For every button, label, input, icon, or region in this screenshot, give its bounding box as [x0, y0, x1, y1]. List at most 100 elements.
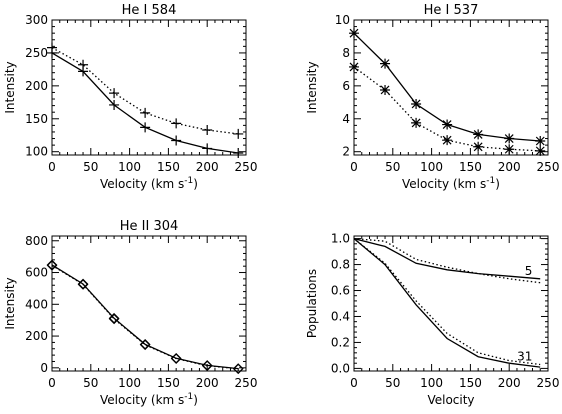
data-point-plus: [109, 99, 120, 110]
x-tick-label: 50: [385, 160, 400, 174]
data-point-plus: [47, 42, 57, 53]
x-tick-label: 0: [350, 376, 358, 390]
y-axis-label: Intensity: [305, 61, 319, 113]
x-tick-label: 50: [83, 376, 98, 390]
data-point-asterisk: [473, 141, 484, 152]
data-point-asterisk: [535, 136, 546, 147]
y-tick-label: 300: [25, 13, 48, 27]
y-tick-label: 8: [342, 46, 350, 60]
data-point-diamond: [201, 360, 213, 372]
y-tick-label: 100: [25, 145, 48, 159]
x-tick-label: 250: [537, 376, 560, 390]
x-tick-label: 250: [235, 376, 258, 390]
data-point-asterisk: [411, 98, 422, 109]
series-line-dotted: [353, 238, 541, 366]
x-tick-label: 200: [196, 376, 219, 390]
x-axis-label-exponent: -1: [486, 176, 495, 186]
chart-title: He II 304: [120, 219, 179, 234]
y-tick-label: 0.2: [331, 335, 350, 349]
data-point-asterisk: [349, 28, 359, 39]
plot-frame: [51, 19, 247, 156]
plot-frame: [51, 235, 247, 372]
x-tick-label: 150: [459, 160, 482, 174]
data-point-asterisk: [380, 84, 391, 95]
data-point-asterisk: [411, 117, 422, 128]
x-tick-label: 200: [498, 376, 521, 390]
data-point-plus: [202, 124, 213, 135]
x-axis-label: Velocity (km s-1): [100, 392, 198, 407]
x-tick-label: 100: [420, 376, 443, 390]
data-point-plus: [109, 88, 120, 99]
y-axis-label: Intensity: [3, 61, 17, 113]
x-tick-label: 200: [498, 160, 521, 174]
data-point-asterisk: [535, 145, 546, 156]
data-point-asterisk: [473, 129, 484, 140]
x-axis-label: Velocity: [427, 393, 474, 407]
series-line-solid: [51, 52, 239, 154]
data-point-plus: [233, 148, 244, 159]
x-tick-label: 200: [196, 160, 219, 174]
data-point-diamond: [170, 353, 182, 364]
y-tick-label: 0.0: [331, 361, 350, 375]
y-tick-label: 2: [342, 145, 350, 159]
data-point-diamond: [77, 279, 89, 290]
series-line-solid: [353, 237, 541, 280]
y-tick-label: 200: [25, 329, 48, 343]
x-tick-label: 0: [48, 376, 56, 390]
y-tick-label: 800: [25, 234, 48, 248]
y-tick-label: 0.4: [331, 309, 350, 323]
series-line-solid: [353, 238, 541, 368]
data-point-plus: [171, 135, 182, 146]
data-point-plus: [233, 128, 244, 139]
curve-annotation: 5: [525, 264, 533, 278]
y-axis-label: Intensity: [3, 277, 17, 329]
x-axis-label-exponent: -1: [184, 392, 193, 402]
panel-he-i-584: 0 50 100 150 200 250 100 150 200 250 300 He I 584 Ve…: [3, 3, 257, 191]
x-axis-label-close: ): [193, 177, 198, 191]
data-point-diamond: [232, 363, 244, 375]
y-tick-label: 4: [342, 112, 350, 126]
plot-frame: [353, 19, 549, 156]
data-point-asterisk: [504, 133, 515, 144]
x-tick-label: 250: [537, 160, 560, 174]
data-point-asterisk: [349, 61, 359, 72]
y-tick-label: 10: [335, 13, 350, 27]
data-point-asterisk: [442, 119, 453, 130]
x-axis-label-close: ): [193, 393, 198, 407]
x-tick-label: 100: [118, 160, 141, 174]
y-tick-label: 1.0: [331, 232, 350, 246]
x-tick-label: 100: [118, 376, 141, 390]
data-point-diamond: [139, 339, 151, 351]
y-tick-label: 6: [342, 79, 350, 93]
y-tick-label: 0.6: [331, 284, 350, 298]
series-line-dotted: [51, 264, 239, 370]
x-tick-label: 50: [385, 376, 400, 390]
series-line-solid: [51, 264, 239, 370]
chart-title: He I 537: [424, 3, 479, 18]
plot-frame: [353, 235, 549, 372]
y-tick-label: 150: [25, 112, 48, 126]
x-tick-label: 0: [350, 160, 358, 174]
x-tick-label: 250: [235, 160, 258, 174]
data-point-diamond: [46, 260, 58, 271]
panel-populations: 0 50 100 150 200 250 0.0 0.2 0.4 0.6 0.8 1.0 Velocit…: [305, 232, 559, 407]
data-point-plus: [140, 107, 151, 118]
data-point-diamond: [108, 313, 120, 325]
x-axis-label: Velocity (km s-1): [402, 176, 500, 191]
x-tick-label: 150: [459, 376, 482, 390]
data-point-asterisk: [442, 135, 453, 146]
panel-he-ii-304: 0 50 100 150 200 250 0 200 400 600 800 He II 304 Vel…: [3, 219, 257, 407]
data-point-plus: [202, 143, 213, 154]
data-point-plus: [171, 118, 182, 129]
y-axis-label: Populations: [305, 269, 319, 338]
x-axis-label-exponent: -1: [184, 176, 193, 186]
y-tick-label: 200: [25, 79, 48, 93]
x-axis-label: Velocity (km s-1): [100, 176, 198, 191]
x-tick-label: 150: [157, 160, 180, 174]
x-tick-label: 150: [157, 376, 180, 390]
curve-annotation: 31: [517, 350, 532, 364]
data-point-asterisk: [380, 58, 391, 69]
y-tick-label: 0.8: [331, 258, 350, 272]
y-tick-label: 250: [25, 46, 48, 60]
